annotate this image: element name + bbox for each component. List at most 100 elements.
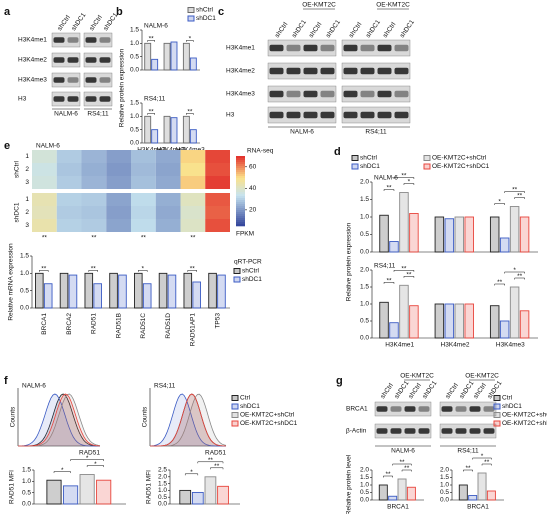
row-label: 1 bbox=[25, 153, 29, 160]
row-label: 3 bbox=[25, 222, 29, 229]
blot-band bbox=[377, 90, 392, 98]
bar bbox=[96, 479, 112, 505]
flow-title: RS4;11 bbox=[154, 383, 176, 390]
significance-label: ** bbox=[386, 278, 392, 285]
row-label: 1 bbox=[25, 196, 29, 203]
heatmap-title: NALM-6 bbox=[36, 143, 60, 150]
colorbar-step bbox=[236, 194, 245, 197]
bar bbox=[84, 272, 94, 309]
heatmap-cell bbox=[131, 150, 156, 163]
colorbar-step bbox=[236, 180, 245, 183]
blot-band bbox=[390, 428, 402, 434]
significance-label: ** bbox=[208, 457, 214, 464]
blot-band bbox=[343, 111, 358, 119]
legend-swatch bbox=[493, 395, 501, 401]
y-tick-label: 1.0 bbox=[440, 482, 449, 489]
cell-line-label: RS4;11 bbox=[87, 111, 109, 118]
heatmap-cell bbox=[155, 176, 181, 189]
significance-label: * bbox=[86, 455, 89, 462]
blot-strip bbox=[341, 62, 411, 80]
blot-band bbox=[99, 77, 111, 83]
significance-label: ** bbox=[399, 459, 405, 466]
panel-label: b bbox=[116, 6, 123, 18]
x-tick-label: RAD51C bbox=[140, 313, 147, 339]
significance-label: ** bbox=[401, 266, 407, 273]
blot-strip bbox=[439, 423, 497, 439]
significance-bracket bbox=[383, 189, 395, 191]
bar bbox=[397, 478, 407, 501]
chart-subtitle: RS4;11 bbox=[144, 96, 166, 103]
blot-row-label: H3K4me3 bbox=[18, 77, 47, 84]
legend-label: shCtrl bbox=[360, 155, 378, 162]
significance-bracket bbox=[463, 469, 473, 472]
blot-band bbox=[376, 428, 388, 434]
row-label: 3 bbox=[25, 179, 29, 186]
legend-swatch bbox=[493, 403, 501, 410]
y-tick-label: 1.5 bbox=[158, 480, 167, 487]
legend-label: shDC1 bbox=[360, 163, 380, 170]
blot-band bbox=[343, 67, 358, 75]
colorbar-step bbox=[236, 210, 245, 213]
significance-bracket bbox=[383, 282, 395, 284]
significance-bracket bbox=[186, 40, 194, 42]
colorbar-step bbox=[236, 214, 245, 217]
bar bbox=[62, 485, 79, 505]
panel-label: g bbox=[336, 375, 343, 387]
bar bbox=[144, 42, 152, 71]
significance-label: * bbox=[94, 461, 97, 468]
blot-row-label: H3K4me3 bbox=[226, 91, 255, 98]
blot-row-label: H3 bbox=[18, 96, 27, 103]
cell-line-label: RS4;11 bbox=[365, 129, 387, 136]
y-axis-label: Relative protein expression bbox=[119, 48, 126, 127]
chart-subtitle: NALM-6 bbox=[144, 23, 168, 30]
group-label: OE-KMT2C bbox=[400, 373, 434, 380]
group-label: OE-KMT2C bbox=[465, 373, 499, 380]
heatmap-cell bbox=[155, 206, 181, 219]
blot-row-label: H3 bbox=[226, 112, 235, 119]
blot-band bbox=[418, 406, 430, 412]
heatmap-cell bbox=[205, 163, 230, 176]
significance-label: ** bbox=[406, 272, 412, 279]
heatmap-cell bbox=[32, 150, 57, 163]
significance-bracket bbox=[39, 270, 49, 272]
legend-swatch bbox=[187, 7, 195, 13]
y-tick-label: 0.0 bbox=[360, 497, 369, 504]
significance-bracket bbox=[514, 197, 525, 199]
colorbar-step bbox=[236, 208, 245, 211]
blot-band bbox=[320, 90, 335, 98]
blot-strip bbox=[83, 72, 113, 88]
bar bbox=[434, 303, 445, 339]
bar bbox=[183, 272, 193, 309]
blot-row-label: BRCA1 bbox=[346, 406, 368, 413]
y-tick-label: 1.5 bbox=[360, 474, 369, 481]
colorbar-step bbox=[236, 186, 245, 189]
blot-strip bbox=[83, 32, 113, 48]
blot-band bbox=[404, 428, 416, 434]
y-tick-label: 2.0 bbox=[158, 474, 167, 481]
colorbar-step bbox=[236, 174, 245, 177]
blot-band bbox=[469, 406, 481, 412]
y-tick-label: 0.0 bbox=[360, 335, 369, 342]
lane-label: shDC1 bbox=[102, 12, 119, 33]
lane-label: shDC1 bbox=[365, 19, 382, 40]
blot-band bbox=[343, 44, 358, 52]
significance-label: ** bbox=[386, 185, 392, 192]
heatmap-cell bbox=[131, 219, 156, 232]
blot-band bbox=[390, 406, 402, 412]
blot-row-label: H3K4me1 bbox=[18, 37, 47, 44]
blot-strip bbox=[374, 423, 432, 439]
bar bbox=[454, 216, 465, 253]
blot-band bbox=[85, 57, 97, 63]
x-tick-label: H3K4me1 bbox=[385, 342, 414, 349]
legend-label: OE-KMT2C+shCtrl bbox=[240, 412, 295, 419]
colorbar-step bbox=[236, 190, 245, 193]
heatmap-cell bbox=[180, 206, 206, 219]
blot-band bbox=[303, 111, 318, 119]
heatmap-cell bbox=[56, 150, 82, 163]
blot-band bbox=[469, 428, 481, 434]
flow-curve bbox=[150, 393, 227, 447]
heatmap-cell bbox=[155, 150, 181, 163]
y-tick-label: 0.5 bbox=[440, 489, 449, 496]
significance-bracket bbox=[184, 473, 199, 476]
bar bbox=[59, 272, 69, 309]
